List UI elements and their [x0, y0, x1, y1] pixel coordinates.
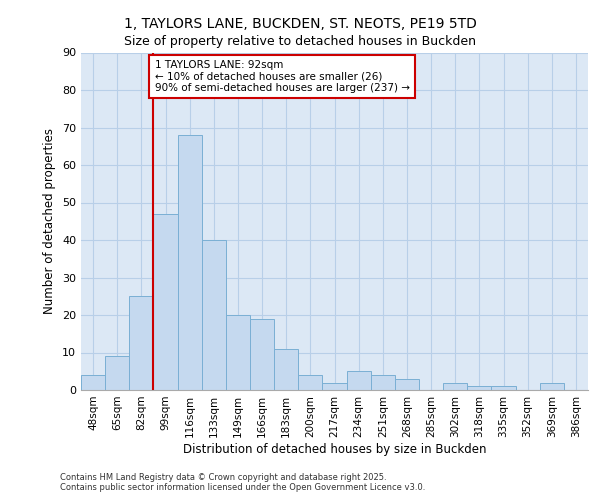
- Bar: [540, 382, 564, 390]
- Bar: [322, 382, 347, 390]
- Bar: [250, 319, 274, 390]
- Text: Size of property relative to detached houses in Buckden: Size of property relative to detached ho…: [124, 35, 476, 48]
- Bar: [491, 386, 515, 390]
- Bar: [226, 315, 250, 390]
- X-axis label: Distribution of detached houses by size in Buckden: Distribution of detached houses by size …: [183, 442, 486, 456]
- Bar: [395, 379, 419, 390]
- Bar: [202, 240, 226, 390]
- Bar: [129, 296, 154, 390]
- Bar: [154, 214, 178, 390]
- Bar: [298, 375, 322, 390]
- Bar: [347, 371, 371, 390]
- Y-axis label: Number of detached properties: Number of detached properties: [43, 128, 56, 314]
- Bar: [467, 386, 491, 390]
- Text: Contains HM Land Registry data © Crown copyright and database right 2025.
Contai: Contains HM Land Registry data © Crown c…: [60, 473, 425, 492]
- Bar: [443, 382, 467, 390]
- Text: 1, TAYLORS LANE, BUCKDEN, ST. NEOTS, PE19 5TD: 1, TAYLORS LANE, BUCKDEN, ST. NEOTS, PE1…: [124, 18, 476, 32]
- Bar: [178, 135, 202, 390]
- Bar: [371, 375, 395, 390]
- Bar: [105, 356, 129, 390]
- Text: 1 TAYLORS LANE: 92sqm
← 10% of detached houses are smaller (26)
90% of semi-deta: 1 TAYLORS LANE: 92sqm ← 10% of detached …: [155, 60, 410, 93]
- Bar: [81, 375, 105, 390]
- Bar: [274, 349, 298, 390]
